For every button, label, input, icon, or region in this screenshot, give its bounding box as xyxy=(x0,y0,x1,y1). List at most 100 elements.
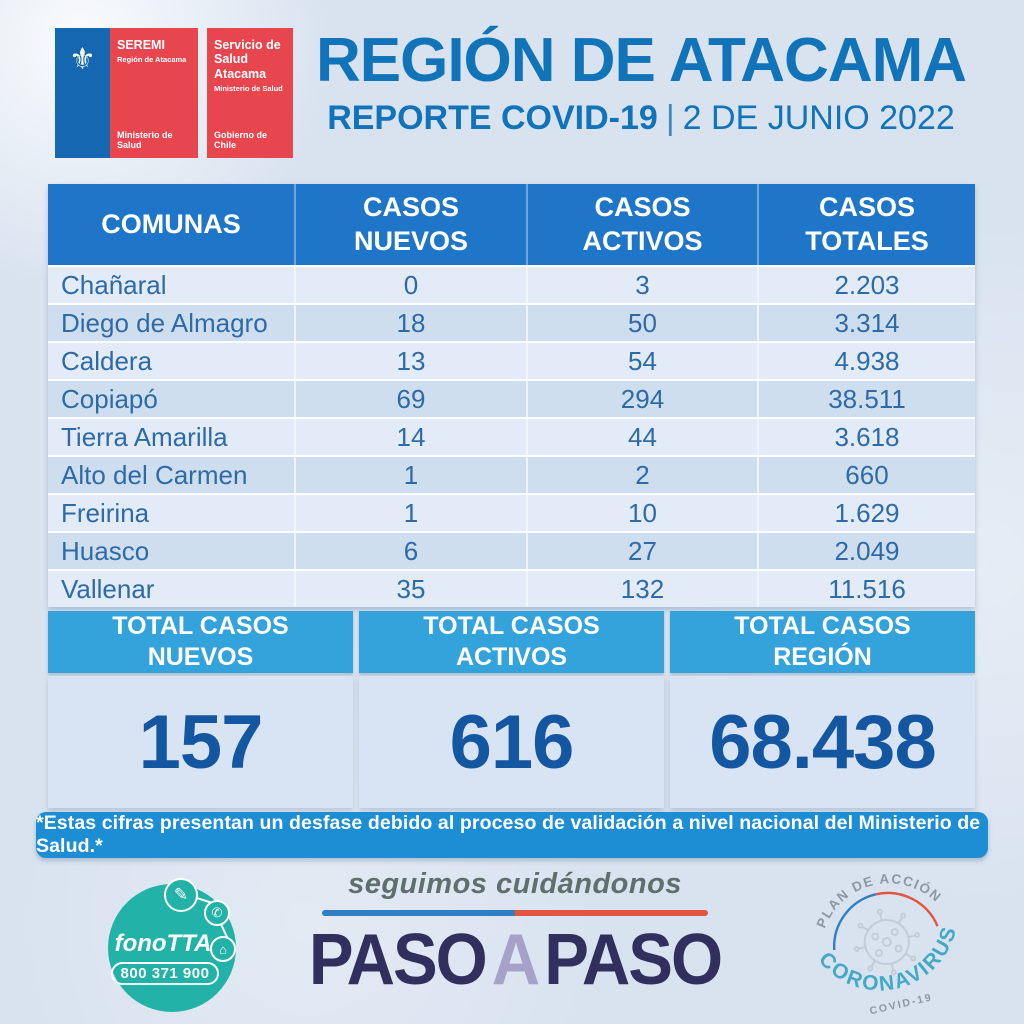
divider-red-half xyxy=(515,910,708,916)
total-nuevos-label: TOTAL CASOS NUEVOS xyxy=(48,611,353,673)
casos-activos-value: 294 xyxy=(526,381,757,417)
ministry-logos: ⚜ SEREMI Región de Atacama Ministerio de… xyxy=(55,28,293,158)
casos-nuevos-value: 1 xyxy=(294,495,526,531)
report-label: REPORTE COVID-19 xyxy=(327,99,658,138)
table-row: Caldera 13 54 4.938 xyxy=(48,341,975,379)
disclaimer-banner: *Estas cifras presentan un desfase debid… xyxy=(36,812,988,858)
comuna-name: Alto del Carmen xyxy=(61,459,248,490)
table-row: Freirina 1 10 1.629 xyxy=(48,493,975,531)
casos-activos-value: 3 xyxy=(526,267,757,303)
total-region-value: 68.438 xyxy=(670,676,975,808)
badge-arc-blue xyxy=(833,893,877,951)
plan-de-accion-arc-text: PLAN DE ACCIÓN xyxy=(805,858,946,933)
total-region-column: TOTAL CASOS REGIÓN 68.438 xyxy=(670,611,975,808)
total-region-label: TOTAL CASOS REGIÓN xyxy=(670,611,975,673)
seremi-footer: Ministerio de Salud xyxy=(117,130,173,150)
servicio-logo-text: Servicio de Salud Atacama Ministerio de … xyxy=(207,28,293,158)
casos-nuevos-value: 18 xyxy=(294,305,526,341)
table-row: Diego de Almagro 18 50 3.314 xyxy=(48,303,975,341)
casos-activos-value: 132 xyxy=(526,571,757,607)
casos-totales-value: 660 xyxy=(757,457,975,493)
seremi-name: SEREMI xyxy=(117,38,165,52)
casos-totales-value: 38.511 xyxy=(757,381,975,417)
casos-totales-value: 2.049 xyxy=(757,533,975,569)
page-subtitle: REPORTE COVID-19 | 2 DE JUNIO 2022 xyxy=(305,99,977,138)
servicio-salud-logo: Servicio de Salud Atacama Ministerio de … xyxy=(207,28,293,158)
casos-nuevos-value: 6 xyxy=(294,533,526,569)
table-row: Huasco 6 27 2.049 xyxy=(48,531,975,569)
slogan-text: seguimos cuidándonos xyxy=(348,868,682,900)
paso-left: PASO xyxy=(308,919,488,1001)
seremi-region: Región de Atacama xyxy=(117,55,187,65)
casos-totales-value: 11.516 xyxy=(757,571,975,607)
column-header-casos-totales: CASOS TOTALES xyxy=(757,184,975,265)
seremi-logo-text: SEREMI Región de Atacama Ministerio de S… xyxy=(110,28,198,158)
comuna-name: Chañaral xyxy=(61,269,167,300)
paso-right: PASO xyxy=(544,919,723,1001)
coronavirus-badge-svg: PLAN DE ACCIÓN CORONAVIRUS COVID-19 xyxy=(805,858,972,1017)
table-row: Vallenar 35 132 11.516 xyxy=(48,569,975,607)
casos-totales-value: 2.203 xyxy=(757,267,975,303)
casos-activos-value: 54 xyxy=(526,343,757,379)
comuna-name: Freirina xyxy=(61,497,150,528)
casos-totales-value: 1.629 xyxy=(757,495,975,531)
casos-nuevos-value: 0 xyxy=(294,267,526,303)
crest-glyph: ⚜ xyxy=(69,43,96,76)
total-nuevos-column: TOTAL CASOS NUEVOS 157 xyxy=(48,611,353,808)
comuna-name: Copiapó xyxy=(61,383,158,414)
report-date: 2 DE JUNIO 2022 xyxy=(682,99,955,138)
divider-blue-half xyxy=(322,910,515,916)
casos-nuevos-value: 13 xyxy=(294,343,526,379)
table-header-row: COMUNAS CASOS NUEVOS CASOS ACTIVOS CASOS… xyxy=(48,184,975,265)
casos-totales-value: 3.314 xyxy=(757,305,975,341)
column-header-casos-nuevos: CASOS NUEVOS xyxy=(294,184,526,265)
table-row: Tierra Amarilla 14 44 3.618 xyxy=(48,417,975,455)
casos-activos-value: 50 xyxy=(526,305,757,341)
total-activos-column: TOTAL CASOS ACTIVOS 616 xyxy=(359,611,664,808)
chile-coat-of-arms-icon: ⚜ xyxy=(55,28,110,158)
casos-activos-value: 2 xyxy=(526,457,757,493)
fonotta-phone-number: 800 371 900 xyxy=(110,961,220,985)
total-activos-value: 616 xyxy=(359,676,664,808)
comuna-name: Huasco xyxy=(61,535,150,566)
table-row: Copiapó 69 294 38.511 xyxy=(48,379,975,417)
seremi-logo: ⚜ SEREMI Región de Atacama Ministerio de… xyxy=(55,28,198,158)
casos-activos-value: 27 xyxy=(526,533,757,569)
page-title: REGIÓN DE ATACAMA xyxy=(315,26,967,95)
house-icon: ⌂ xyxy=(210,936,236,962)
column-header-comunas: COMUNAS xyxy=(101,208,241,239)
casos-nuevos-value: 69 xyxy=(294,381,526,417)
totals-summary: TOTAL CASOS NUEVOS 157 TOTAL CASOS ACTIV… xyxy=(48,611,975,808)
fonotta-logo: fonoTTA 800 371 900 ✎ ✆ ⌂ xyxy=(108,878,236,1012)
covid-cases-table: COMUNAS CASOS NUEVOS CASOS ACTIVOS CASOS… xyxy=(48,184,975,607)
casos-totales-value: 3.618 xyxy=(757,419,975,455)
total-nuevos-value: 157 xyxy=(48,676,353,808)
column-header-casos-activos: CASOS ACTIVOS xyxy=(526,184,757,265)
casos-activos-value: 10 xyxy=(526,495,757,531)
casos-nuevos-value: 35 xyxy=(294,571,526,607)
virus-icon xyxy=(853,908,920,976)
paso-a-paso-wordmark: PASOAPASO xyxy=(300,918,730,1001)
paso-mid: A xyxy=(491,919,540,1001)
casos-totales-value: 4.938 xyxy=(757,343,975,379)
fonotta-name: fonoTTA xyxy=(114,929,212,957)
title-block: REGIÓN DE ATACAMA REPORTE COVID-19 | 2 DE … xyxy=(305,28,977,138)
phone-icon: ✆ xyxy=(204,900,230,926)
servicio-footer: Gobierno de Chile xyxy=(214,130,268,150)
bicolor-divider xyxy=(322,910,708,916)
comuna-name: Caldera xyxy=(61,345,153,376)
coronavirus-plan-badge: PLAN DE ACCIÓN CORONAVIRUS COVID-19 xyxy=(783,850,990,1024)
casos-activos-value: 44 xyxy=(526,419,757,455)
paso-a-paso-block: seguimos cuidándonos PASOAPASO xyxy=(300,868,730,1000)
servicio-name: Servicio de Salud Atacama xyxy=(214,38,281,81)
subtitle-separator: | xyxy=(665,99,675,138)
total-activos-label: TOTAL CASOS ACTIVOS xyxy=(359,611,664,673)
pencil-icon: ✎ xyxy=(164,878,198,912)
comuna-name: Vallenar xyxy=(61,573,155,604)
comuna-name: Tierra Amarilla xyxy=(61,421,228,452)
casos-nuevos-value: 14 xyxy=(294,419,526,455)
badge-arc-red xyxy=(875,891,939,927)
table-row: Chañaral 0 3 2.203 xyxy=(48,265,975,303)
table-row: Alto del Carmen 1 2 660 xyxy=(48,455,975,493)
